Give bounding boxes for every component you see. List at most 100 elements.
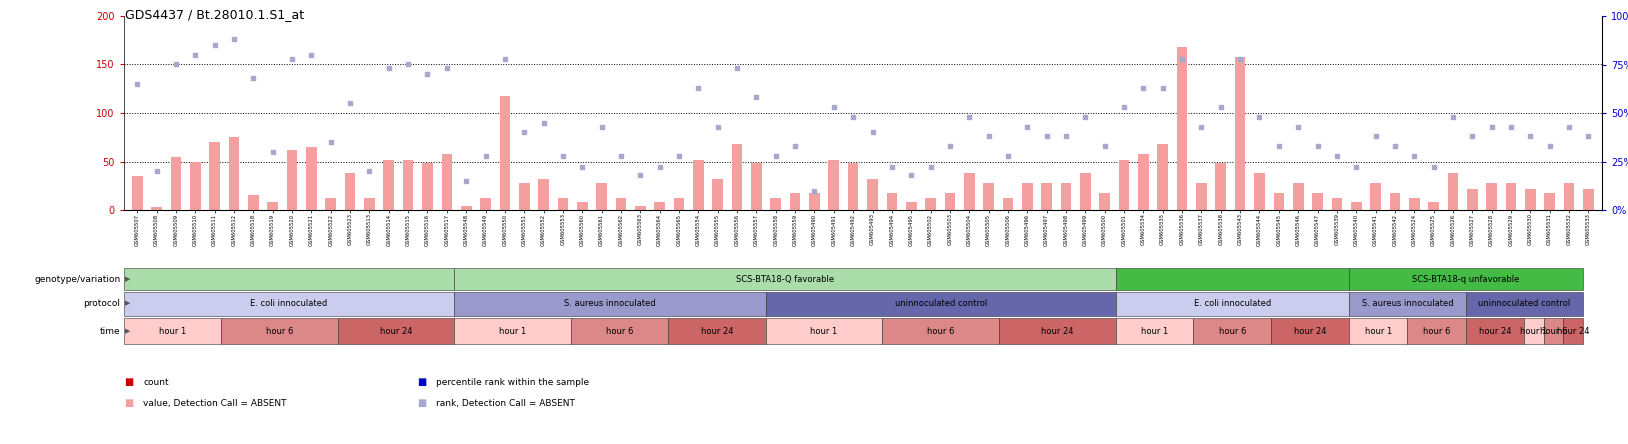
- Point: [1149, 84, 1175, 91]
- Text: ▶: ▶: [125, 301, 130, 306]
- Text: hour 1: hour 1: [811, 326, 837, 336]
- Bar: [713, 179, 723, 210]
- Point: [1073, 113, 1099, 120]
- Point: [1034, 133, 1060, 140]
- Bar: [1193, 317, 1271, 345]
- Text: hour 1: hour 1: [158, 326, 186, 336]
- Point: [764, 152, 790, 159]
- Bar: [1506, 183, 1516, 210]
- Text: S. aureus innoculated: S. aureus innoculated: [1361, 299, 1454, 308]
- Bar: [1273, 193, 1284, 210]
- Text: count: count: [143, 377, 169, 386]
- Point: [918, 164, 944, 171]
- Bar: [1465, 317, 1524, 345]
- Bar: [882, 317, 1000, 345]
- Bar: [1271, 317, 1350, 345]
- Point: [1439, 113, 1465, 120]
- Bar: [887, 193, 897, 210]
- Point: [724, 65, 751, 72]
- Bar: [454, 269, 1115, 289]
- Point: [1014, 123, 1040, 130]
- Point: [163, 61, 189, 68]
- Text: hour 6: hour 6: [926, 326, 954, 336]
- Point: [1478, 123, 1504, 130]
- Text: time: time: [99, 326, 120, 336]
- Text: hour 6: hour 6: [1219, 326, 1245, 336]
- Bar: [944, 193, 956, 210]
- Point: [221, 36, 247, 43]
- Point: [143, 168, 169, 175]
- Point: [1053, 133, 1079, 140]
- Point: [1188, 123, 1214, 130]
- Bar: [731, 144, 742, 210]
- Text: ■: ■: [124, 377, 133, 387]
- Point: [744, 94, 770, 101]
- Bar: [558, 198, 568, 210]
- Point: [1343, 164, 1369, 171]
- Point: [1498, 123, 1524, 130]
- Text: hour 6: hour 6: [606, 326, 633, 336]
- Point: [1421, 164, 1447, 171]
- Point: [627, 171, 653, 178]
- Bar: [247, 195, 259, 210]
- Text: hour 1: hour 1: [1141, 326, 1169, 336]
- Bar: [1099, 193, 1110, 210]
- Bar: [571, 317, 669, 345]
- Bar: [519, 183, 529, 210]
- Text: hour 6: hour 6: [1540, 326, 1568, 336]
- Text: hour 24: hour 24: [1478, 326, 1511, 336]
- Point: [589, 123, 615, 130]
- Point: [995, 152, 1021, 159]
- Bar: [461, 206, 472, 210]
- Bar: [1234, 57, 1245, 210]
- Point: [936, 143, 962, 150]
- Point: [550, 152, 576, 159]
- Bar: [1332, 198, 1341, 210]
- Bar: [1524, 317, 1543, 345]
- Point: [1304, 143, 1330, 150]
- Bar: [454, 292, 765, 316]
- Point: [879, 164, 905, 171]
- Text: ■: ■: [417, 377, 427, 387]
- Bar: [124, 292, 454, 316]
- Bar: [422, 163, 433, 210]
- Bar: [151, 207, 161, 210]
- Point: [666, 152, 692, 159]
- Text: hour 24: hour 24: [1040, 326, 1073, 336]
- Bar: [1254, 173, 1265, 210]
- Point: [317, 139, 344, 146]
- Point: [202, 42, 228, 49]
- Bar: [615, 198, 627, 210]
- Bar: [539, 179, 549, 210]
- Text: E. coli innoculated: E. coli innoculated: [1193, 299, 1271, 308]
- Text: SCS-BTA18-Q favorable: SCS-BTA18-Q favorable: [736, 274, 834, 284]
- Text: hour 1: hour 1: [500, 326, 526, 336]
- Point: [453, 177, 479, 184]
- Bar: [1115, 269, 1350, 289]
- Text: uninnoculated control: uninnoculated control: [894, 299, 987, 308]
- Point: [1402, 152, 1428, 159]
- Point: [1382, 143, 1408, 150]
- Bar: [1079, 173, 1091, 210]
- Point: [570, 164, 596, 171]
- Bar: [635, 206, 646, 210]
- Point: [1247, 113, 1273, 120]
- Text: rank, Detection Call = ABSENT: rank, Detection Call = ABSENT: [436, 399, 575, 408]
- Bar: [210, 142, 220, 210]
- Text: ■: ■: [417, 398, 427, 408]
- Point: [1169, 55, 1195, 62]
- Text: hour 6: hour 6: [1423, 326, 1451, 336]
- Bar: [1486, 183, 1498, 210]
- Bar: [1565, 183, 1574, 210]
- Point: [685, 84, 711, 91]
- Point: [821, 103, 847, 111]
- Bar: [1061, 183, 1071, 210]
- Point: [801, 187, 827, 194]
- Point: [781, 143, 807, 150]
- Bar: [905, 202, 917, 210]
- Bar: [848, 163, 858, 210]
- Text: hour 6: hour 6: [265, 326, 293, 336]
- Point: [433, 65, 459, 72]
- Point: [472, 152, 498, 159]
- Bar: [384, 159, 394, 210]
